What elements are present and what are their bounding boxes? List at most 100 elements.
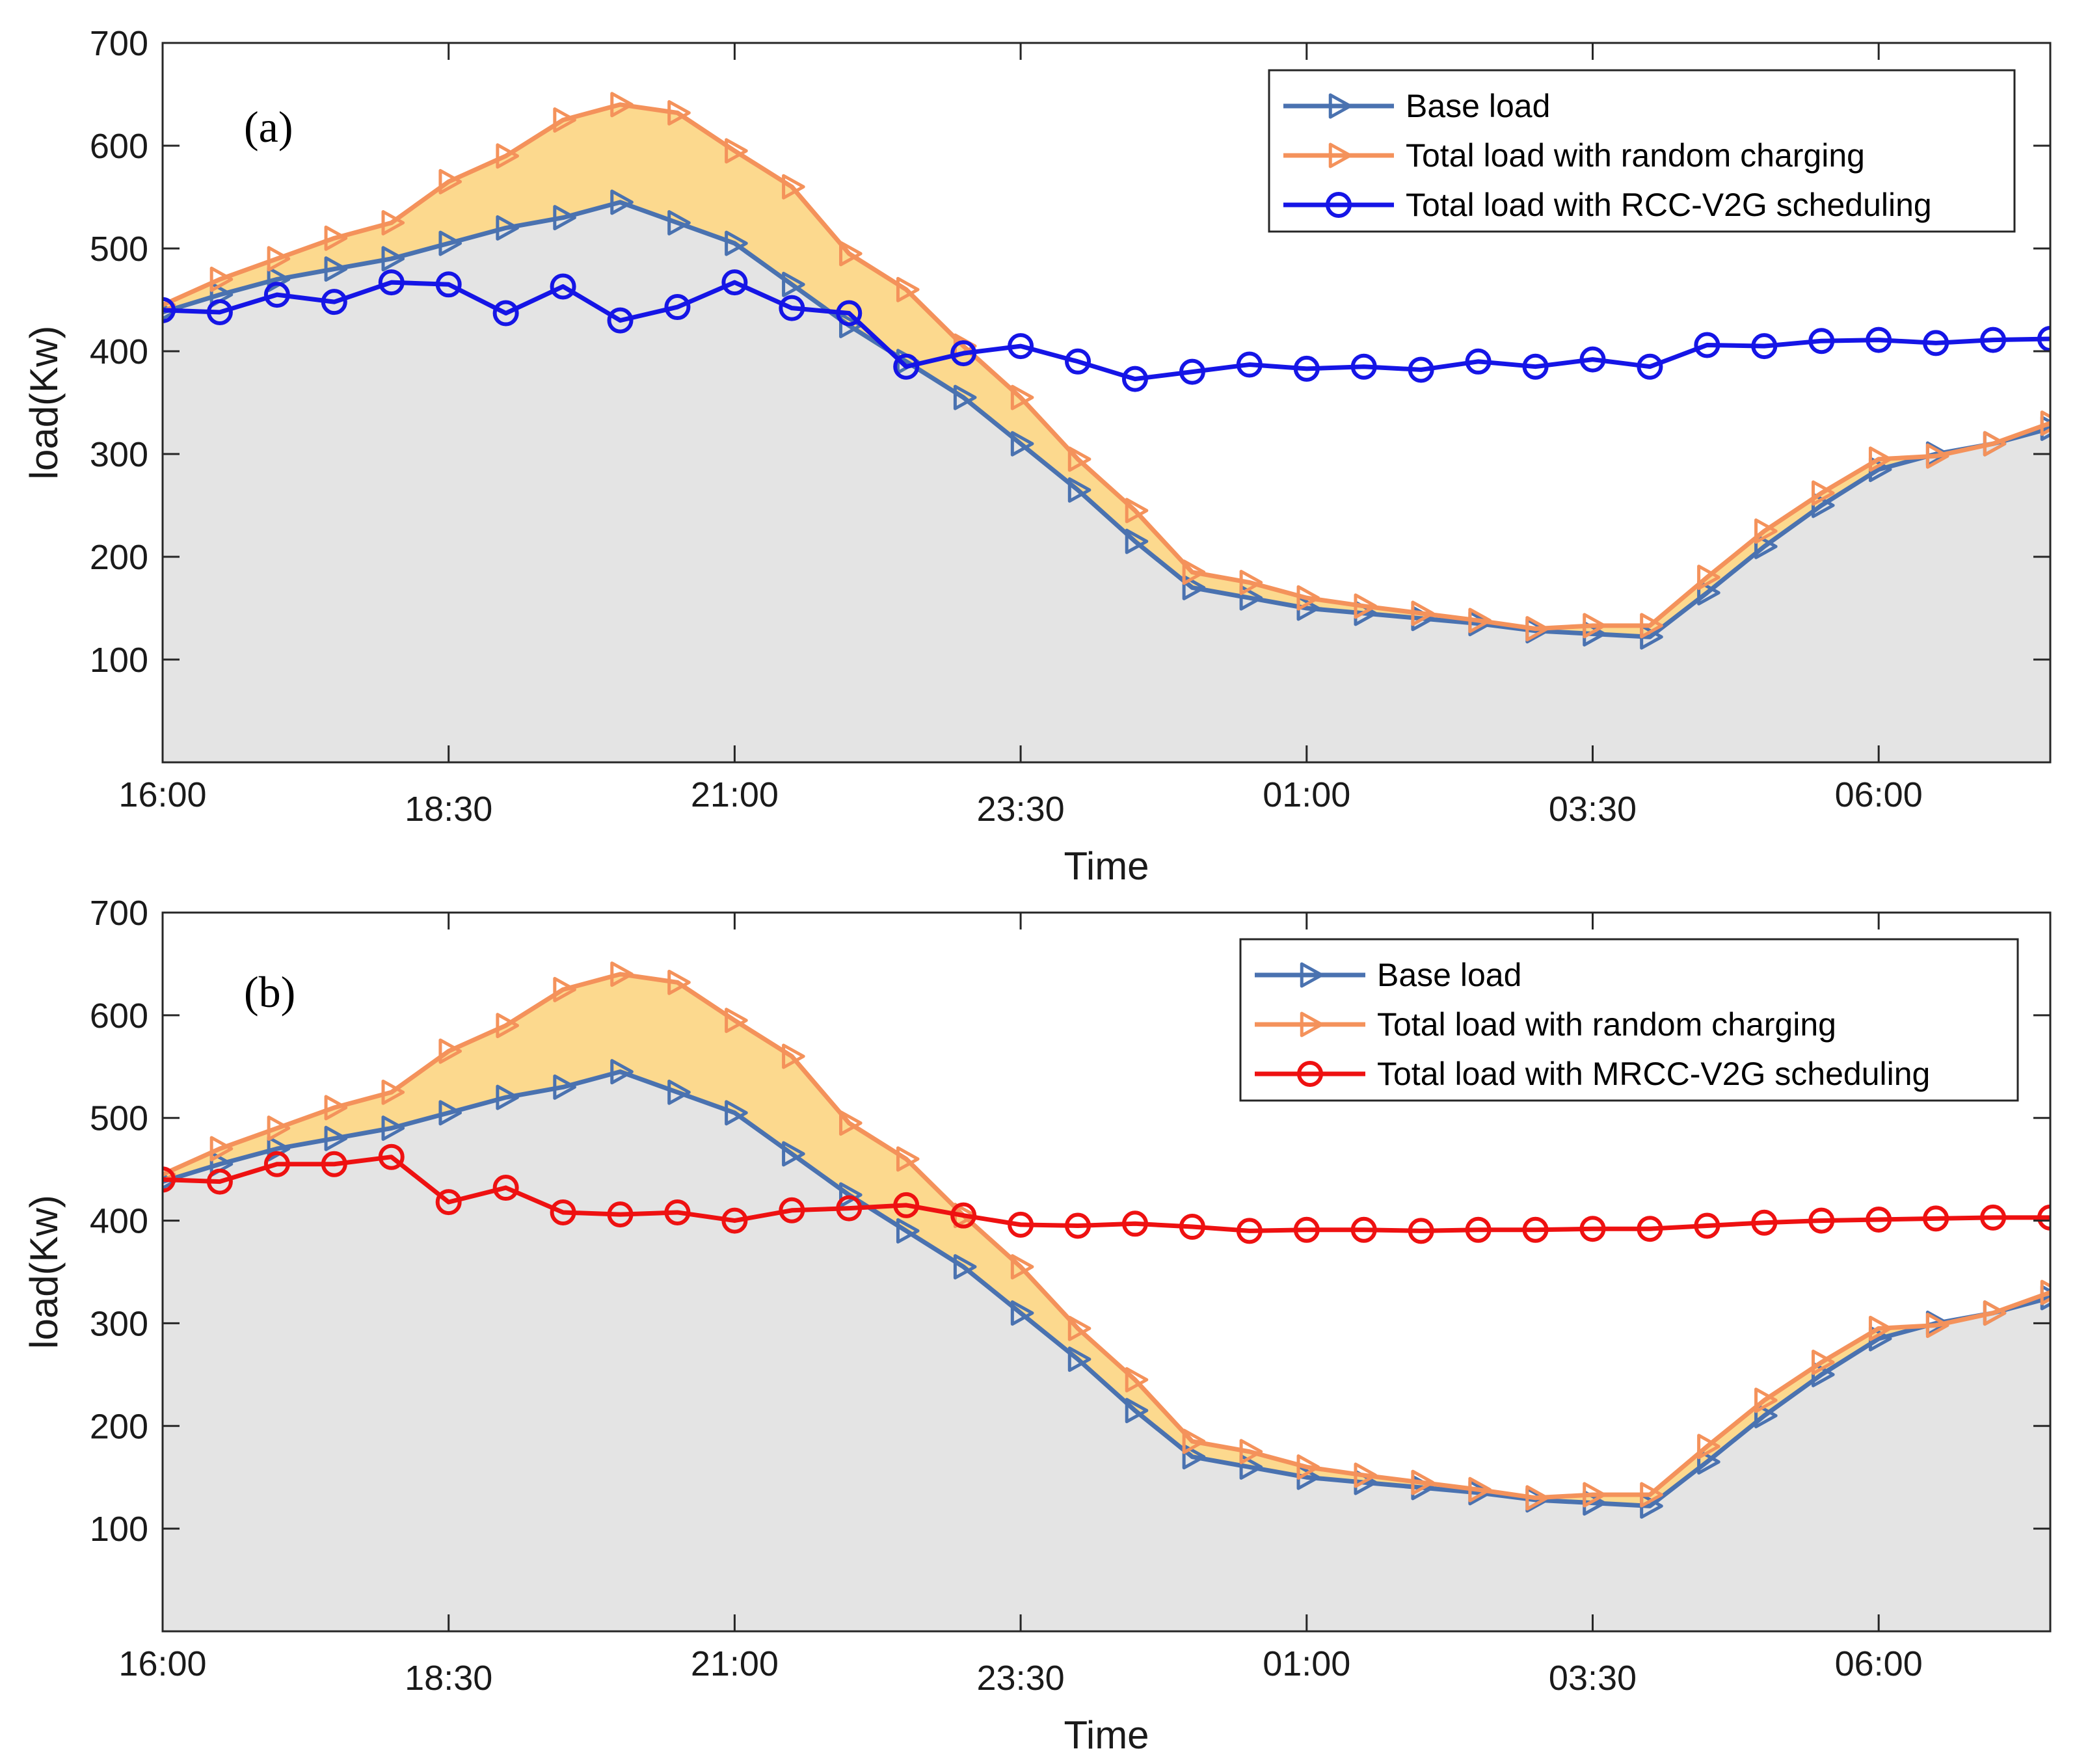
data-point xyxy=(1697,1434,1720,1460)
legend-label: Total load with MRCC-V2G scheduling xyxy=(1377,1056,1930,1092)
y-tick-label: 600 xyxy=(90,996,148,1036)
legend-item-1: Total load with random charging xyxy=(1283,137,1865,174)
panel-b: 100 200 300 400 500 600 700 16:00 18:30 21:00 23:3… xyxy=(22,894,2052,1757)
data-point xyxy=(782,1141,805,1167)
panel-a: 100 200 300 400 500 600 700 16:00 18:30 21:00 23:3… xyxy=(22,24,2052,888)
data-point xyxy=(607,1201,634,1228)
y-tick-label: 500 xyxy=(90,1099,148,1138)
data-point xyxy=(779,295,805,321)
legend: Base load Total load with random charging… xyxy=(1239,938,2019,1102)
series-line xyxy=(163,1069,2050,1508)
data-point xyxy=(1808,328,1835,354)
data-point xyxy=(1350,353,1377,380)
data-point xyxy=(1125,498,1149,524)
data-point xyxy=(267,1116,291,1141)
data-point xyxy=(1067,1315,1091,1341)
data-point xyxy=(1411,1469,1435,1495)
data-point xyxy=(1293,355,1320,382)
data-point xyxy=(1182,1428,1206,1454)
data-point xyxy=(725,138,748,164)
series-line xyxy=(163,1155,2050,1233)
y-tick-label: 300 xyxy=(90,1304,148,1343)
data-point xyxy=(1468,608,1492,634)
data-point xyxy=(324,256,348,282)
data-point xyxy=(492,1175,519,1201)
data-point xyxy=(1354,593,1378,619)
data-point xyxy=(839,313,863,338)
data-point xyxy=(324,1095,348,1121)
data-point xyxy=(2037,326,2050,353)
data-point xyxy=(324,1125,348,1151)
data-point xyxy=(725,230,748,256)
y-tick-label: 200 xyxy=(90,1407,148,1446)
data-point xyxy=(496,143,519,169)
legend: Base load Total load with random charging… xyxy=(1268,69,2016,233)
data-point xyxy=(610,92,634,118)
data-point xyxy=(836,1195,863,1222)
x-axis-title: Time xyxy=(1064,844,1149,888)
data-point xyxy=(1465,1216,1492,1243)
x-tick-label: 01:00 xyxy=(1263,775,1350,814)
data-point xyxy=(1010,384,1034,410)
data-point xyxy=(163,1166,176,1193)
data-point xyxy=(1408,356,1434,383)
legend-marker xyxy=(1300,962,1324,988)
data-point xyxy=(1754,518,1778,544)
x-tick-label: 03:30 xyxy=(1549,790,1637,829)
data-point xyxy=(1811,480,1835,506)
y-tick-label: 600 xyxy=(90,127,148,166)
x-tick-label: 21:00 xyxy=(691,1644,779,1683)
data-point xyxy=(1010,1300,1034,1326)
data-point xyxy=(779,1197,805,1223)
legend-label: Total load with random charging xyxy=(1377,1006,1836,1043)
x-tick-label: 16:00 xyxy=(118,775,206,814)
data-point xyxy=(1923,330,1949,356)
data-point xyxy=(1010,1254,1034,1280)
y-axis-title: load(Kw) xyxy=(22,326,66,480)
data-point xyxy=(550,273,576,300)
data-point xyxy=(381,210,405,235)
data-point xyxy=(1522,1216,1549,1243)
data-point xyxy=(953,1254,977,1280)
data-point xyxy=(438,168,462,194)
legend-label: Base load xyxy=(1406,88,1550,124)
data-point xyxy=(1808,1207,1835,1234)
data-point xyxy=(725,1008,748,1034)
data-point xyxy=(492,300,519,327)
y-tick-label: 400 xyxy=(90,1202,148,1241)
data-point xyxy=(1583,1482,1606,1508)
legend-item-0: Base load xyxy=(1255,957,1521,993)
data-point xyxy=(839,1182,863,1208)
legend-label: Total load with RCC-V2G scheduling xyxy=(1406,187,1932,223)
data-point xyxy=(1182,574,1206,600)
legend-label: Base load xyxy=(1377,957,1521,993)
data-point xyxy=(553,107,576,133)
data-point xyxy=(610,1059,634,1085)
legend-item-2: Total load with RCC-V2G scheduling xyxy=(1283,187,1932,223)
legend-item-2: Total load with MRCC-V2G scheduling xyxy=(1255,1056,1930,1092)
data-point xyxy=(1983,431,2007,457)
data-point xyxy=(1640,1482,1663,1508)
data-point xyxy=(1125,528,1149,554)
data-point xyxy=(378,1143,405,1170)
plot-area xyxy=(163,961,2050,1631)
data-point xyxy=(1525,616,1549,642)
data-point xyxy=(1182,559,1206,585)
data-point xyxy=(1008,1211,1034,1238)
data-point xyxy=(1579,1216,1606,1242)
data-point xyxy=(893,353,920,380)
base-load-area xyxy=(163,1071,2050,1631)
data-point xyxy=(782,1043,805,1069)
series-line xyxy=(163,280,2050,382)
data-point xyxy=(206,1168,233,1195)
data-point xyxy=(1637,353,1663,380)
legend-item-1: Total load with random charging xyxy=(1255,1006,1836,1043)
legend-marker xyxy=(1300,1011,1324,1037)
data-point xyxy=(1065,348,1091,375)
data-point xyxy=(1866,327,1892,353)
data-point xyxy=(725,1100,748,1126)
data-point xyxy=(607,307,634,334)
data-point xyxy=(1868,446,1892,472)
data-point xyxy=(1923,1205,1949,1232)
